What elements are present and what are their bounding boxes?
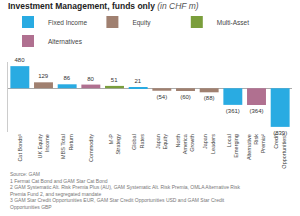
svg-text:Equity: Equity — [132, 19, 151, 27]
svg-text:51: 51 — [111, 77, 118, 83]
svg-text:Source: GAM1 Fermat Cat Bond a: Source: GAM1 Fermat Cat Bond and GAM Sta… — [10, 171, 241, 210]
svg-text:NorthAmericaGrowth: NorthAmericaGrowth — [175, 133, 195, 154]
svg-text:Multi-Asset: Multi-Asset — [217, 19, 249, 26]
svg-text:(839): (839) — [273, 130, 287, 136]
svg-text:21: 21 — [134, 78, 141, 84]
svg-text:(361): (361) — [226, 108, 240, 114]
svg-text:Fixed Income: Fixed Income — [48, 19, 87, 26]
svg-text:JapanEquity: JapanEquity — [155, 134, 168, 150]
svg-text:UK EquityIncome: UK EquityIncome — [37, 134, 50, 159]
svg-text:(364): (364) — [249, 108, 263, 114]
svg-text:M-PStrategy: M-PStrategy — [108, 134, 121, 155]
svg-text:JapanLeaders: JapanLeaders — [202, 134, 215, 154]
svg-text:480: 480 — [14, 57, 25, 63]
svg-text:GlobalRates: GlobalRates — [131, 134, 144, 150]
svg-text:Alternatives: Alternatives — [48, 38, 83, 45]
svg-text:(88): (88) — [204, 95, 215, 101]
svg-text:MBS TotalReturn: MBS TotalReturn — [60, 134, 73, 159]
svg-text:Cat Bonds¹: Cat Bonds¹ — [17, 134, 23, 162]
svg-text:LocalEmerging: LocalEmerging — [226, 134, 239, 158]
svg-text:Commodity: Commodity — [88, 134, 94, 162]
svg-text:AlternativeRiskPremia²: AlternativeRiskPremia² — [246, 134, 266, 160]
svg-text:80: 80 — [87, 76, 94, 82]
svg-text:86: 86 — [63, 75, 70, 81]
svg-text:(54): (54) — [156, 94, 167, 100]
svg-text:Investment Management, funds o: Investment Management, funds only (in CH… — [8, 1, 199, 11]
svg-text:(60): (60) — [180, 94, 191, 100]
svg-text:129: 129 — [38, 73, 49, 79]
svg-text:CreditOpportunities³: CreditOpportunities³ — [273, 134, 286, 169]
